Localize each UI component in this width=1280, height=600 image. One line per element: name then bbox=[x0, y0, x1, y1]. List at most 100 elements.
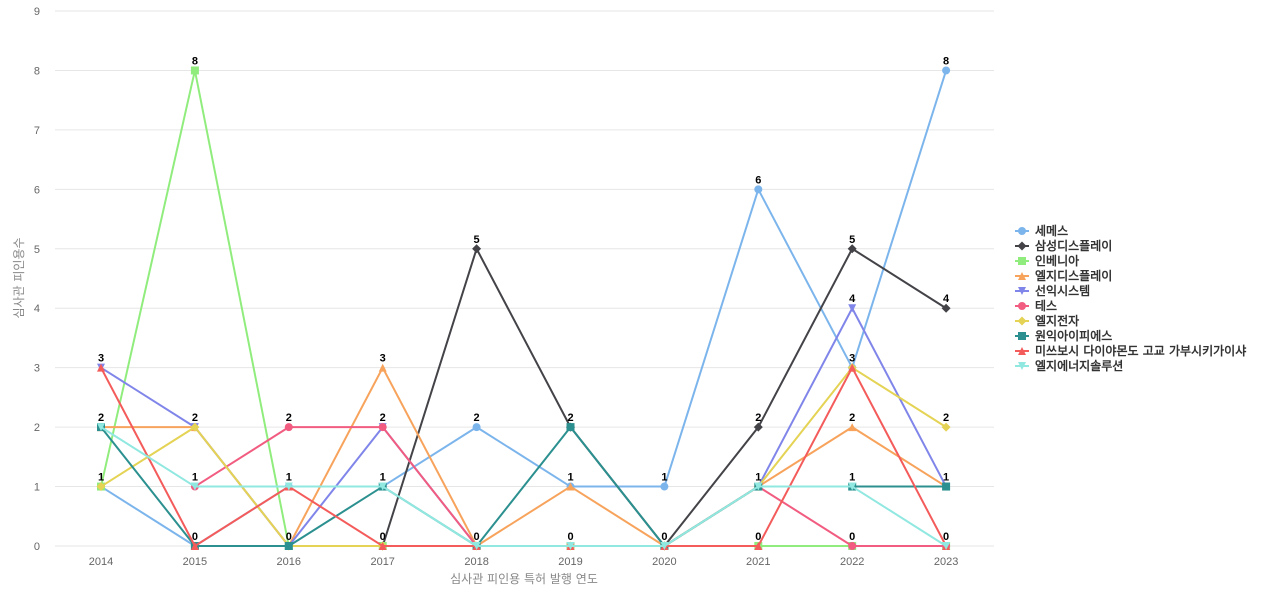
data-point bbox=[472, 423, 481, 432]
series-2 bbox=[378, 244, 951, 551]
series-line bbox=[100, 426, 947, 547]
data-label: 0 bbox=[286, 531, 292, 543]
data-label: 3 bbox=[849, 353, 855, 365]
x-axis-title: 심사관 피인용 특허 발행 연도 bbox=[450, 571, 598, 586]
x-tick-label: 2021 bbox=[746, 556, 770, 568]
data-point bbox=[378, 542, 387, 550]
data-label: 0 bbox=[755, 531, 761, 543]
legend-label: 원익아이피에스 bbox=[1035, 328, 1112, 343]
y-tick-label: 1 bbox=[34, 482, 40, 494]
data-label: 8 bbox=[192, 55, 198, 67]
data-point bbox=[284, 542, 293, 550]
data-label: 2 bbox=[943, 412, 949, 424]
data-label: 1 bbox=[192, 472, 198, 484]
legend-item[interactable]: 인베니아 bbox=[1015, 253, 1079, 268]
legend-label: 선익시스템 bbox=[1035, 283, 1090, 298]
x-tick-label: 2017 bbox=[370, 556, 394, 568]
legend-marker bbox=[1018, 272, 1026, 280]
data-label: 0 bbox=[943, 531, 949, 543]
legend-item[interactable]: 미쓰보시 다이야몬도 고교 가부시키가이샤 bbox=[1015, 343, 1246, 358]
x-tick-label: 2016 bbox=[277, 556, 301, 568]
legend-item[interactable]: 선익시스템 bbox=[1015, 283, 1090, 298]
y-tick-label: 6 bbox=[34, 184, 40, 196]
data-label: 1 bbox=[849, 472, 855, 484]
data-point bbox=[848, 423, 857, 432]
data-point bbox=[848, 363, 857, 372]
data-label: 1 bbox=[755, 472, 761, 484]
legend-label: 미쓰보시 다이야몬도 고교 가부시키가이샤 bbox=[1035, 343, 1246, 358]
legend-label: 엘지디스플레이 bbox=[1035, 268, 1112, 283]
data-label: 6 bbox=[755, 174, 761, 186]
data-label: 2 bbox=[380, 412, 386, 424]
legend-item[interactable]: 원익아이피에스 bbox=[1015, 328, 1112, 343]
data-label: 0 bbox=[380, 531, 386, 543]
data-point bbox=[566, 542, 575, 550]
legend-item[interactable]: 세메스 bbox=[1015, 223, 1068, 238]
data-point bbox=[190, 422, 200, 432]
x-axis: 2014 2015 2016 2017 2018 2019 2020 2021 2022 2023 bbox=[89, 556, 959, 568]
data-label: 1 bbox=[661, 472, 667, 484]
y-tick-label: 4 bbox=[34, 303, 40, 315]
legend-label: 엘지에너지솔루션 bbox=[1035, 358, 1123, 373]
y-tick-label: 0 bbox=[34, 541, 40, 553]
data-label: 3 bbox=[380, 353, 386, 365]
legend-item[interactable]: 테스 bbox=[1015, 299, 1057, 313]
data-point bbox=[941, 303, 951, 313]
y-axis: 0 1 2 3 4 5 6 7 8 9 bbox=[34, 6, 40, 553]
legend-item[interactable]: 삼성디스플레이 bbox=[1015, 238, 1112, 253]
data-label: 2 bbox=[286, 412, 292, 424]
data-label: 5 bbox=[474, 234, 480, 246]
legend-label: 인베니아 bbox=[1035, 253, 1079, 268]
x-tick-label: 2015 bbox=[183, 556, 207, 568]
legend-marker bbox=[1018, 347, 1026, 355]
y-tick-label: 7 bbox=[34, 125, 40, 137]
data-label: 0 bbox=[849, 531, 855, 543]
data-point bbox=[96, 482, 106, 492]
series-line bbox=[381, 247, 947, 547]
legend-item[interactable]: 엘지디스플레이 bbox=[1015, 268, 1112, 283]
data-label: 2 bbox=[755, 412, 761, 424]
data-point bbox=[97, 363, 105, 372]
x-tick-label: 2020 bbox=[652, 556, 676, 568]
legend-marker bbox=[1018, 332, 1026, 340]
legend-item[interactable]: 엘지에너지솔루션 bbox=[1015, 358, 1123, 373]
legend-marker bbox=[1018, 287, 1026, 295]
data-point bbox=[472, 542, 481, 550]
data-label: 4 bbox=[943, 293, 950, 305]
data-point bbox=[847, 244, 857, 254]
data-point bbox=[753, 422, 763, 432]
data-point bbox=[566, 423, 575, 432]
data-point bbox=[848, 304, 857, 313]
y-axis-title: 심사관 피인용수 bbox=[12, 237, 26, 318]
data-point bbox=[190, 66, 199, 75]
data-label: 0 bbox=[474, 531, 480, 543]
data-point bbox=[754, 185, 763, 194]
data-label: 3 bbox=[98, 353, 104, 365]
data-label: 1 bbox=[380, 472, 386, 484]
legend-label: 세메스 bbox=[1035, 223, 1068, 238]
x-tick-label: 2019 bbox=[558, 556, 582, 568]
series-lines bbox=[96, 66, 951, 551]
data-label: 0 bbox=[661, 531, 667, 543]
legend-marker bbox=[1017, 241, 1027, 251]
data-point bbox=[190, 482, 199, 491]
data-point bbox=[97, 423, 105, 432]
data-label: 2 bbox=[192, 412, 198, 424]
legend-item[interactable]: 엘지전자 bbox=[1015, 313, 1079, 328]
data-label: 0 bbox=[192, 531, 198, 543]
legend-marker bbox=[1018, 302, 1026, 310]
data-point bbox=[660, 542, 669, 550]
data-label: 2 bbox=[474, 412, 480, 424]
data-label: 0 bbox=[567, 531, 573, 543]
data-point bbox=[754, 482, 763, 491]
y-tick-label: 5 bbox=[34, 244, 40, 256]
data-label: 1 bbox=[98, 472, 104, 484]
grid-lines bbox=[55, 10, 994, 547]
data-point bbox=[378, 423, 387, 432]
data-point bbox=[942, 542, 951, 550]
legend-marker bbox=[1018, 227, 1026, 235]
legend-marker bbox=[1017, 316, 1027, 326]
data-point bbox=[284, 423, 293, 432]
